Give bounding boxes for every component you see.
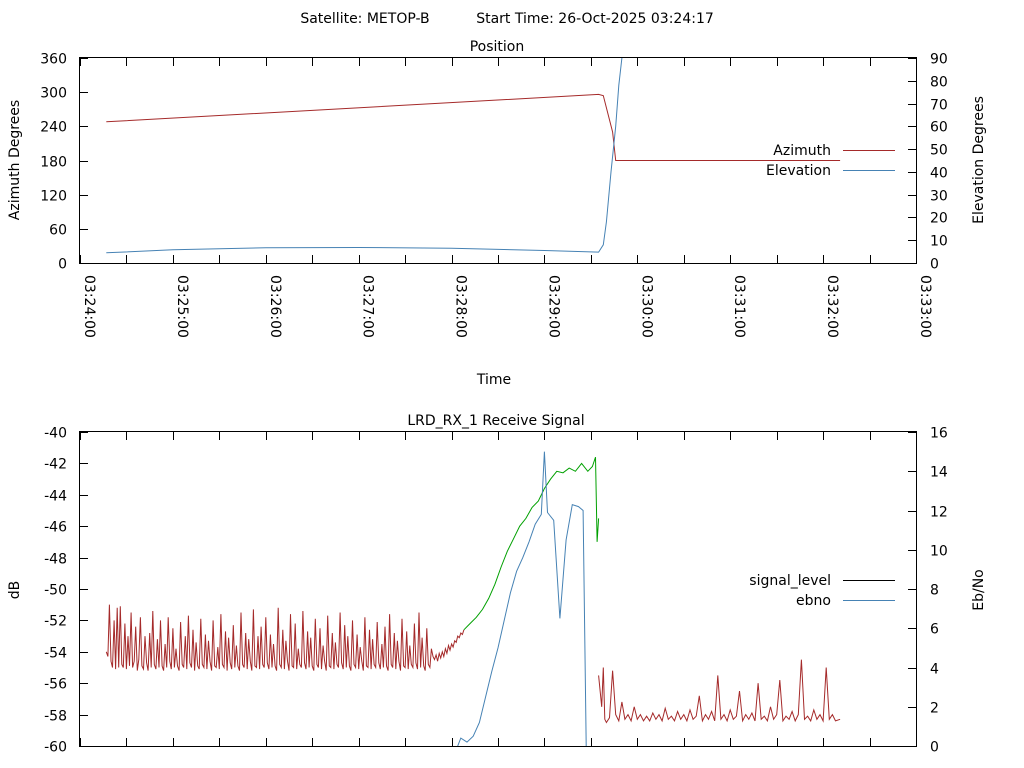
x-tick-label: 03:30:00 [638,275,654,338]
legend-label: Azimuth [773,143,831,159]
x-tick-label: 03:33:00 [917,275,933,338]
y-tick-label: -42 [44,457,67,473]
series-line-signal-level [463,456,600,631]
x-tick-label: 03:26:00 [267,275,283,338]
position-plot-frame [79,57,917,264]
legend-label: signal_level [749,573,831,589]
y-tick-label: 300 [40,86,67,102]
x-tick-label: 03:24:00 [81,275,97,338]
legend-label: Elevation [766,163,831,179]
azimuth-axis-label: Azimuth Degrees [7,100,23,220]
receive-signal-chart: LRD_RX_1 Receive Signal -60-58-56-54-52-… [7,413,987,756]
y-tick-label: -60 [44,740,67,756]
y-tick-label: 360 [40,52,67,68]
series-line-signal-level [598,659,841,724]
y2-tick-label: 16 [930,426,948,442]
y2-tick-label: 40 [930,166,948,182]
db-axis-label: dB [7,581,23,600]
y2-tick-label: 30 [930,189,948,205]
position-legend: Azimuth Elevation [766,143,895,179]
elevation-axis-label: Elevation Degrees [971,96,987,224]
y-tick-label: 120 [40,189,67,205]
y-tick-label: 0 [58,257,67,273]
y-tick-label: -46 [44,520,67,536]
receive-plot-frame [79,431,917,747]
position-series [106,58,841,254]
y2-tick-label: 12 [930,505,948,521]
y-tick-label: -54 [44,646,67,662]
y2-tick-label: 90 [930,52,948,68]
x-tick-label: 03:27:00 [360,275,376,338]
position-axes: 0 60 120 180 240 300 360 0 10 20 30 40 50 60 70 80 90 03:… [40,52,948,338]
y-tick-label: -44 [44,489,67,505]
y2-tick-label: 80 [930,75,948,91]
y-tick-label: -40 [44,426,67,442]
y2-tick-label: 0 [930,740,939,756]
receive-signal-chart-title: LRD_RX_1 Receive Signal [407,413,584,429]
y2-tick-label: 4 [930,662,939,678]
ebno-axis-label: Eb/No [971,569,987,611]
series-line-elevation [106,58,623,254]
y2-tick-label: 10 [930,234,948,250]
x-tick-label: 03:32:00 [824,275,840,338]
series-line-azimuth [106,93,841,161]
satellite-label: Satellite: METOP-B [300,11,429,27]
y-tick-label: -56 [44,677,67,693]
x-tick-label: 03:29:00 [545,275,561,338]
series-line-ebno [457,451,587,746]
y2-tick-label: 50 [930,143,948,159]
legend-label: ebno [796,593,831,609]
y2-tick-label: 8 [930,583,939,599]
position-chart: Position 0 60 120 180 240 300 360 0 10 20 30 40 50 60… [7,39,987,388]
y2-tick-label: 14 [930,465,948,481]
y2-tick-label: 6 [930,622,939,638]
start-time-label: Start Time: 26-Oct-2025 03:24:17 [476,11,714,27]
y2-tick-label: 60 [930,120,948,136]
y-tick-label: 180 [40,155,67,171]
y2-tick-label: 2 [930,701,939,717]
position-chart-title: Position [470,39,525,55]
receive-axes: -60 -58 -56 -54 -52 -50 -48 -46 -44 -42 -40 0 2 4 6 8 10… [44,426,948,756]
x-tick-label: 03:28:00 [453,275,469,338]
receive-series [105,451,841,746]
y-tick-label: -52 [44,614,67,630]
y-tick-label: -50 [44,583,67,599]
y2-tick-label: 20 [930,211,948,227]
y-tick-label: -58 [44,709,67,725]
x-tick-label: 03:25:00 [174,275,190,338]
y-tick-label: 240 [40,120,67,136]
time-axis-label: Time [476,372,511,388]
x-tick-label: 03:31:00 [731,275,747,338]
series-line-signal-level [105,604,465,672]
y-tick-label: 60 [49,223,67,239]
y2-tick-label: 0 [930,257,939,273]
y2-tick-label: 70 [930,98,948,114]
y2-tick-label: 10 [930,544,948,560]
y-tick-label: -48 [44,552,67,568]
